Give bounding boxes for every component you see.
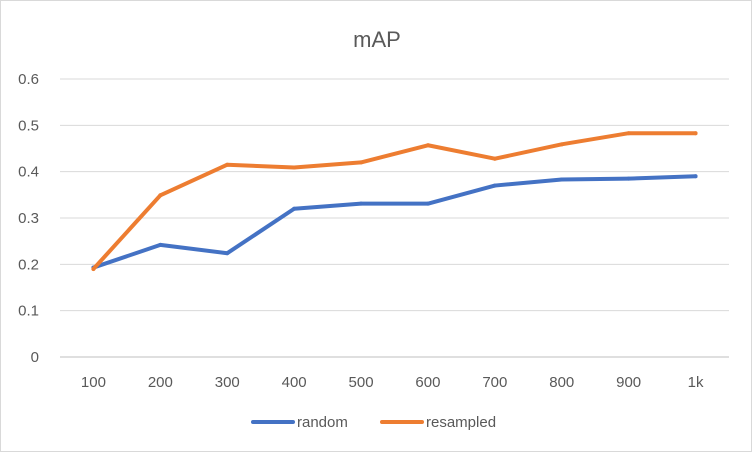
data-point (693, 131, 698, 136)
y-tick-label: 0.6 (18, 71, 39, 88)
x-tick-label: 400 (282, 374, 307, 391)
series-lines (91, 131, 698, 271)
y-tick-label: 0.1 (18, 303, 39, 320)
gridlines (60, 78, 729, 358)
y-tick-label: 0.5 (18, 117, 39, 134)
legend-label: resampled (426, 414, 496, 431)
legend: random resampled (251, 414, 496, 431)
data-point (91, 266, 96, 271)
data-point (492, 156, 497, 161)
series-resampled (91, 131, 698, 271)
x-tick-label: 800 (549, 374, 574, 391)
x-tick-label: 200 (148, 374, 173, 391)
data-point (626, 131, 631, 136)
legend-label: random (297, 414, 348, 431)
y-tick-label: 0.2 (18, 256, 39, 273)
y-axis-ticks: 0 0.1 0.2 0.3 0.4 0.5 0.6 (18, 71, 39, 366)
data-point (359, 201, 364, 206)
x-tick-label: 700 (482, 374, 507, 391)
series-line (91, 131, 698, 271)
x-tick-label: 500 (349, 374, 374, 391)
data-point (292, 165, 297, 170)
data-point (559, 177, 564, 182)
data-point (693, 174, 698, 179)
y-tick-label: 0.3 (18, 210, 39, 227)
x-tick-label: 1k (688, 374, 704, 391)
data-point (492, 183, 497, 188)
data-point (292, 206, 297, 211)
x-tick-label: 600 (415, 374, 440, 391)
data-point (626, 176, 631, 181)
series-random (91, 174, 698, 270)
data-point (158, 193, 163, 198)
x-tick-label: 300 (215, 374, 240, 391)
x-axis-ticks: 100 200 300 400 500 600 700 800 900 1k (81, 374, 704, 391)
data-point (225, 162, 230, 167)
data-point (559, 142, 564, 147)
data-point (359, 160, 364, 165)
y-tick-label: 0 (31, 349, 39, 366)
data-point (158, 242, 163, 247)
chart-title: mAP (353, 27, 401, 52)
data-point (425, 201, 430, 206)
y-tick-label: 0.4 (18, 164, 39, 181)
data-point (225, 251, 230, 256)
series-line (91, 174, 698, 270)
x-tick-label: 100 (81, 374, 106, 391)
data-point (425, 143, 430, 148)
x-tick-label: 900 (616, 374, 641, 391)
